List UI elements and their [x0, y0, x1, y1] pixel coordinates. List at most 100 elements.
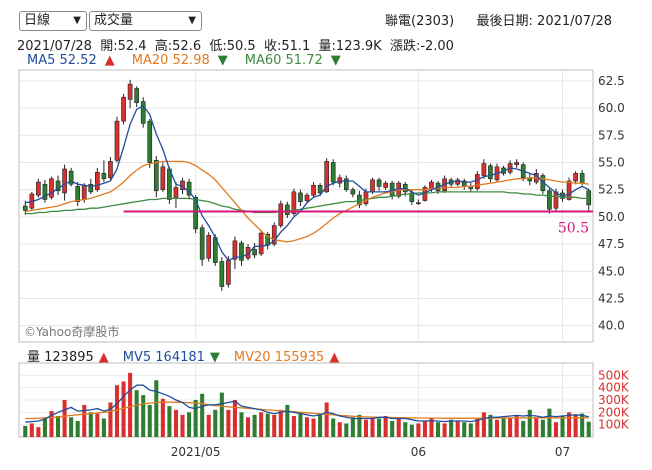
ma-legend-label: MA60 51.72 — [244, 53, 323, 68]
candle-body — [298, 192, 303, 202]
candle-body — [42, 183, 48, 200]
volume-bar — [396, 417, 401, 437]
candle-body — [108, 161, 113, 179]
candle-body — [68, 170, 74, 185]
vol-legend-item: 量 123895 ▲ — [27, 350, 109, 365]
volume-bar — [141, 395, 146, 437]
volume-bar — [580, 413, 585, 437]
period-select[interactable]: 日線 ▼ — [19, 11, 87, 31]
candle-body — [114, 120, 120, 161]
candle-body — [36, 181, 41, 196]
candle-body — [271, 225, 277, 245]
volume-bar — [154, 380, 159, 437]
candle-body — [186, 181, 192, 196]
candle-body — [416, 202, 421, 205]
volume-bar — [383, 416, 388, 437]
ma5-line — [25, 105, 589, 262]
volume-bar — [377, 418, 382, 437]
volume-bar — [521, 420, 526, 437]
x-tick-label: 07 — [555, 445, 570, 459]
candle-body — [101, 173, 107, 180]
candle-body — [134, 88, 139, 103]
y-tick-label: 45.0 — [598, 264, 625, 278]
volume-bar — [82, 404, 87, 437]
candle-body — [245, 247, 251, 259]
candle-body — [376, 179, 382, 187]
volume-bar — [442, 423, 447, 437]
ma-legend: MA5 52.52 ▲ MA20 52.98 ▼ MA60 51.72 ▼ — [27, 53, 358, 68]
ma-legend-item: MA5 52.52 ▲ — [27, 53, 118, 68]
volume-bar — [540, 419, 545, 437]
volume-bar — [357, 414, 362, 437]
volume-bar — [272, 414, 277, 437]
candle-body — [219, 261, 225, 287]
candle-body — [239, 242, 244, 261]
ma-legend-label: MA20 52.98 — [131, 53, 210, 68]
volume-bar — [547, 408, 552, 437]
volume-bar — [514, 416, 519, 437]
candle-body — [324, 161, 329, 193]
candle-body — [127, 83, 133, 100]
candle-body — [226, 260, 231, 285]
candle-body — [278, 203, 284, 226]
candle-body — [285, 204, 290, 216]
volume-bar — [187, 412, 192, 437]
mv5-line — [25, 384, 589, 423]
vol-legend-label: MV5 164181 — [122, 350, 205, 365]
volume-bar — [291, 416, 296, 437]
volume-y-tick-label: 100K — [598, 418, 630, 432]
candle-body — [232, 240, 238, 260]
candle-body — [153, 160, 159, 192]
volume-bar — [134, 390, 139, 437]
arrow-up-icon: ▲ — [329, 350, 340, 365]
volume-bar — [265, 413, 270, 437]
price-pane: 62.5 60.0 57.5 55.0 52.5 50.0 47.5 45.0 42.5 40.0… — [18, 69, 625, 343]
candle-body — [573, 173, 578, 182]
volume-bar — [278, 409, 283, 437]
support-line-label: 50.5 — [558, 220, 589, 236]
volume-bar — [573, 414, 578, 437]
watermark: ©Yahoo奇摩股市 — [24, 324, 119, 339]
candle-body — [206, 235, 212, 259]
volume-bar — [416, 423, 421, 437]
candle-body — [95, 171, 100, 190]
candle-body — [55, 180, 61, 192]
candle-body — [291, 191, 297, 214]
y-tick-label: 62.5 — [598, 74, 625, 88]
volume-bar — [121, 381, 126, 437]
ma60-line — [25, 191, 589, 215]
volume-bar — [363, 419, 368, 437]
volume-bar — [95, 413, 100, 437]
candle-body — [481, 163, 487, 176]
volume-bar — [101, 418, 106, 437]
volume-bar — [475, 418, 480, 437]
volume-bar — [455, 420, 460, 437]
candle-body — [343, 178, 349, 190]
indicator-select[interactable]: 成交量 ▼ — [89, 11, 202, 31]
candle-body — [311, 185, 316, 196]
candle-body — [363, 191, 369, 205]
chevron-down-icon: ▼ — [73, 15, 81, 26]
candle-body — [193, 196, 198, 230]
volume-bar — [586, 421, 591, 437]
candle-body — [566, 180, 572, 200]
candle-body — [304, 194, 310, 201]
vol-legend-label: 量 123895 — [27, 350, 94, 365]
candle-body — [514, 162, 519, 165]
volume-bar — [23, 425, 28, 437]
candle-body — [547, 190, 552, 210]
y-tick-label: 55.0 — [598, 155, 625, 169]
candle-body — [258, 232, 264, 255]
volume-bar — [252, 414, 257, 437]
header-info: 聯電(2303) 最後日期: 2021/07/28 — [385, 10, 612, 29]
vol-legend-item: MV20 155935 ▲ — [234, 350, 339, 365]
ma20-line — [25, 160, 589, 243]
y-tick-label: 50.0 — [598, 210, 625, 224]
volume-bar — [29, 423, 34, 437]
volume-y-tick-label: 300K — [598, 393, 630, 407]
volume-bar — [213, 409, 218, 437]
candle-body — [553, 191, 559, 209]
ma-legend-item: MA60 51.72 ▼ — [245, 53, 344, 68]
y-tick-label: 60.0 — [598, 101, 625, 115]
vol-legend-item: MV5 164181 ▼ — [123, 350, 220, 365]
